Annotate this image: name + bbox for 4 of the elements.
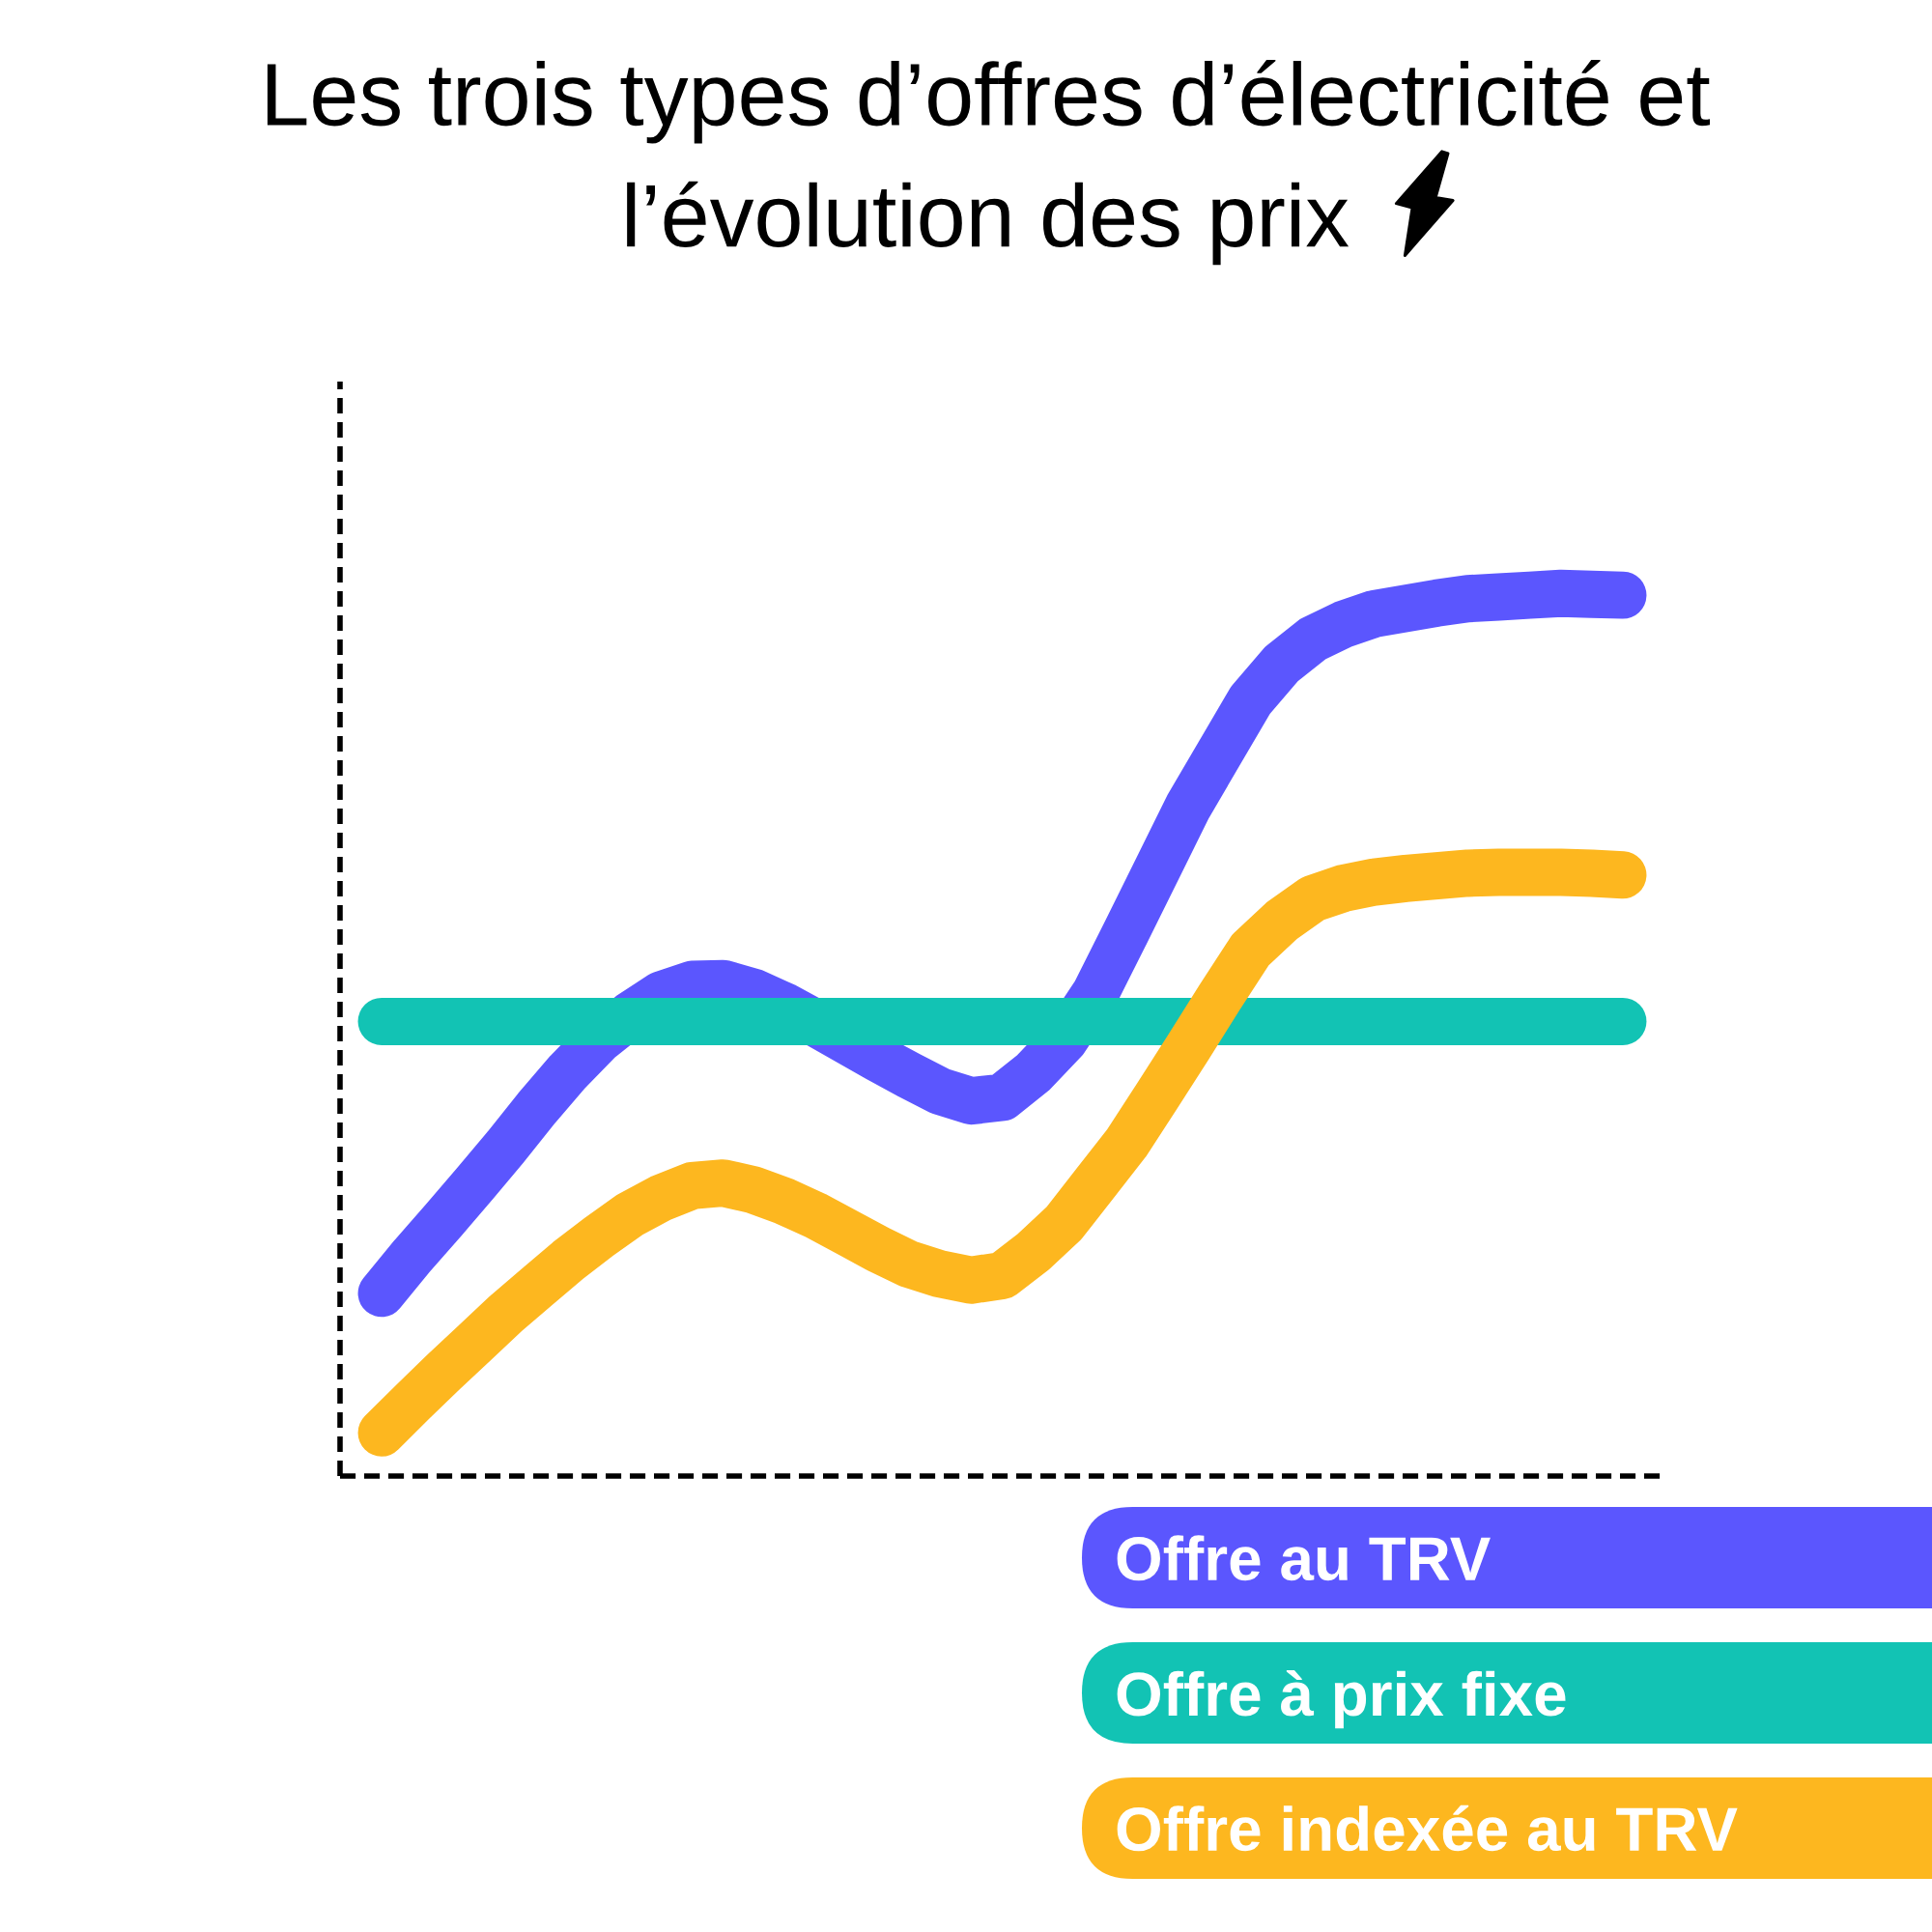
text: Offre à prix fixe <box>1117 1670 1566 1729</box>
text: Offre au TRV <box>1117 1535 1491 1581</box>
text: Offre indexée au TRV <box>1117 1804 1738 1852</box>
chart-title: Les trois types d’offres d’électricité et l’évolution des prix <box>267 60 1711 266</box>
